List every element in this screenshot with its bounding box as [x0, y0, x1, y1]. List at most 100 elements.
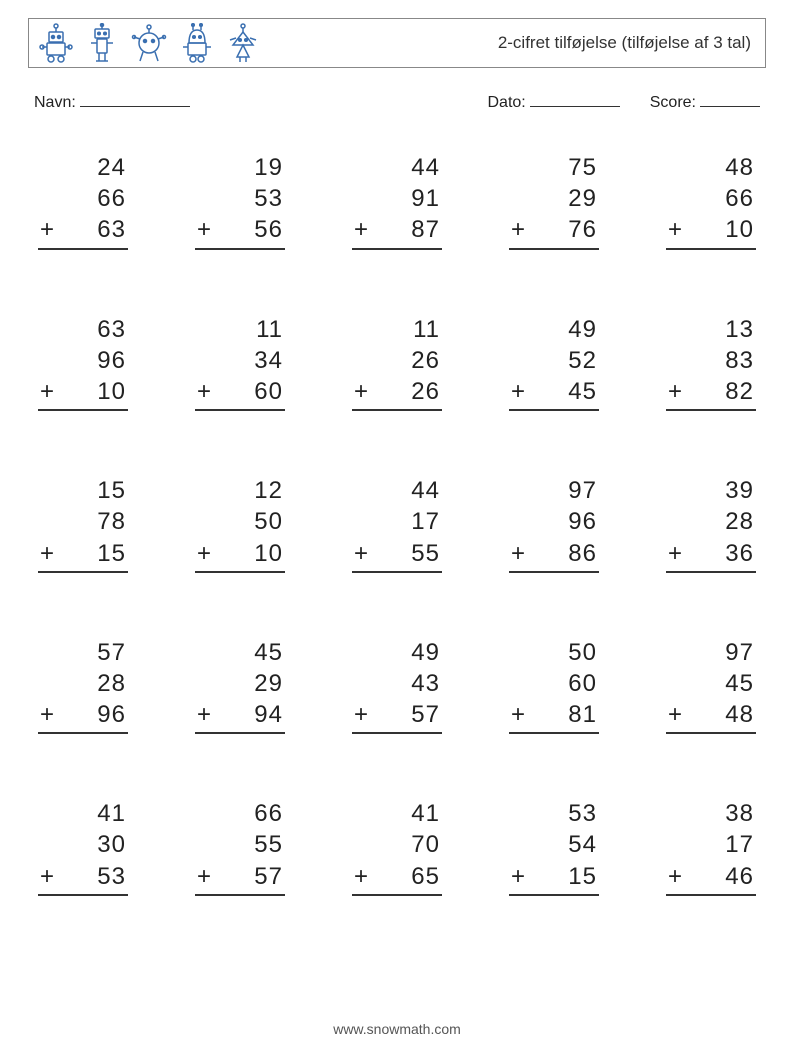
addend: 30	[38, 829, 128, 860]
worksheet-page: 2-cifret tilføjelse (tilføjelse af 3 tal…	[0, 0, 794, 1053]
addend-last: +81	[509, 699, 599, 734]
addition-problem: 4952+45	[509, 314, 599, 412]
addend: 66	[666, 183, 756, 214]
addend: 26	[352, 345, 442, 376]
addition-problem: 5060+81	[509, 637, 599, 735]
plus-operator: +	[509, 861, 526, 892]
plus-operator: +	[666, 538, 683, 569]
addition-problem: 4529+94	[195, 637, 285, 735]
addend: 55	[195, 829, 285, 860]
addition-problem: 6655+57	[195, 798, 285, 896]
plus-operator: +	[38, 699, 55, 730]
addend: 91	[352, 183, 442, 214]
name-blank[interactable]	[80, 106, 190, 107]
addend-last: +57	[195, 861, 285, 896]
addition-problem: 7529+76	[509, 152, 599, 250]
addend-last: +65	[352, 861, 442, 896]
addend-last: +48	[666, 699, 756, 734]
addend: 38	[666, 798, 756, 829]
addition-problem: 4491+87	[352, 152, 442, 250]
addend-last: +63	[38, 214, 128, 249]
plus-operator: +	[195, 699, 212, 730]
addition-problem: 4417+55	[352, 475, 442, 573]
addition-problem: 1578+15	[38, 475, 128, 573]
plus-operator: +	[509, 376, 526, 407]
addend: 50	[509, 637, 599, 668]
addend-last: +10	[666, 214, 756, 249]
addend: 11	[195, 314, 285, 345]
addend-last: +96	[38, 699, 128, 734]
addend: 49	[509, 314, 599, 345]
plus-operator: +	[38, 376, 55, 407]
addition-problem: 5354+15	[509, 798, 599, 896]
addend-last: +57	[352, 699, 442, 734]
addend: 75	[509, 152, 599, 183]
addend: 78	[38, 506, 128, 537]
addend: 12	[195, 475, 285, 506]
plus-operator: +	[352, 538, 369, 569]
addition-problem: 6396+10	[38, 314, 128, 412]
addend: 29	[509, 183, 599, 214]
score-blank[interactable]	[700, 106, 760, 107]
addition-problem: 9745+48	[666, 637, 756, 735]
plus-operator: +	[195, 861, 212, 892]
plus-operator: +	[666, 214, 683, 245]
plus-operator: +	[352, 376, 369, 407]
plus-operator: +	[509, 538, 526, 569]
date-blank[interactable]	[530, 106, 620, 107]
addend: 53	[509, 798, 599, 829]
addend: 44	[352, 152, 442, 183]
addend-last: +82	[666, 376, 756, 411]
date-label: Dato:	[488, 94, 526, 112]
plus-operator: +	[509, 699, 526, 730]
addition-problem: 1126+26	[352, 314, 442, 412]
robot-row	[39, 23, 259, 63]
problem-row: 4130+536655+574170+655354+153817+46	[38, 798, 756, 896]
addend-last: +56	[195, 214, 285, 249]
problems-grid: 2466+631953+564491+877529+764866+106396+…	[28, 152, 766, 896]
addend: 45	[666, 668, 756, 699]
robot-icon	[181, 23, 213, 63]
plus-operator: +	[352, 861, 369, 892]
problem-row: 2466+631953+564491+877529+764866+10	[38, 152, 756, 250]
addend-last: +10	[195, 538, 285, 573]
addend: 52	[509, 345, 599, 376]
addition-problem: 1953+56	[195, 152, 285, 250]
addend: 39	[666, 475, 756, 506]
addend: 54	[509, 829, 599, 860]
addend-last: +86	[509, 538, 599, 573]
addend-last: +45	[509, 376, 599, 411]
addend-last: +94	[195, 699, 285, 734]
addend: 43	[352, 668, 442, 699]
addition-problem: 9796+86	[509, 475, 599, 573]
addend: 24	[38, 152, 128, 183]
plus-operator: +	[38, 538, 55, 569]
addend: 44	[352, 475, 442, 506]
addition-problem: 4866+10	[666, 152, 756, 250]
addend: 97	[509, 475, 599, 506]
addend-last: +15	[509, 861, 599, 896]
addend-last: +55	[352, 538, 442, 573]
addend-last: +60	[195, 376, 285, 411]
robot-icon	[131, 23, 167, 63]
addend-last: +46	[666, 861, 756, 896]
score-label: Score:	[650, 94, 696, 112]
addend: 28	[666, 506, 756, 537]
addend: 96	[509, 506, 599, 537]
addend: 57	[38, 637, 128, 668]
addition-problem: 5728+96	[38, 637, 128, 735]
name-field: Navn:	[34, 94, 190, 112]
plus-operator: +	[352, 699, 369, 730]
addend: 83	[666, 345, 756, 376]
addend: 19	[195, 152, 285, 183]
plus-operator: +	[666, 861, 683, 892]
plus-operator: +	[195, 376, 212, 407]
date-field: Dato:	[488, 94, 620, 112]
header-box: 2-cifret tilføjelse (tilføjelse af 3 tal…	[28, 18, 766, 68]
worksheet-title: 2-cifret tilføjelse (tilføjelse af 3 tal…	[498, 33, 751, 53]
addition-problem: 2466+63	[38, 152, 128, 250]
addend-last: +53	[38, 861, 128, 896]
problem-row: 5728+964529+944943+575060+819745+48	[38, 637, 756, 735]
score-field: Score:	[650, 94, 760, 112]
addend: 13	[666, 314, 756, 345]
